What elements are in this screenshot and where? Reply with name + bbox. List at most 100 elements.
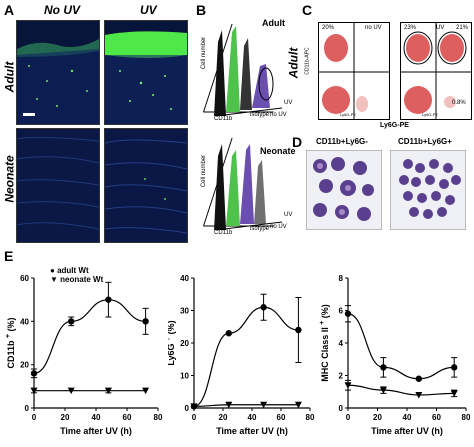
x-axis-label: Time after UV (h): [371, 426, 443, 436]
col-label-no-uv: No UV: [44, 3, 80, 17]
y-tick-label: 2: [339, 372, 344, 381]
series-line-0: [193, 306, 299, 407]
x-tick-label: 40: [403, 413, 412, 422]
micrograph-neonate-uv: [104, 128, 188, 243]
col-label-uv: UV: [140, 3, 157, 17]
data-point-circle: [142, 318, 149, 325]
y-axis-label: MHC Class II + (%): [319, 304, 330, 382]
histogram-adult-ylabel: Cell number: [201, 36, 208, 70]
stain-left-label: CD11b+Ly6G-: [316, 137, 368, 146]
x-tick-label: 60: [432, 413, 441, 422]
panel-c-label: C: [302, 2, 313, 18]
y-tick-label: 8: [339, 274, 344, 283]
y-tick-label: 20: [180, 339, 189, 348]
legend-adult-label: adult Wt: [57, 266, 89, 275]
flow-uv-ur: 21%: [456, 25, 469, 31]
y-tick-label: 0: [339, 404, 344, 413]
y-axis-label: CD11b + (%): [5, 317, 16, 368]
histogram-neonate-ylabel: Cell number: [201, 154, 208, 188]
histogram-adult-title: Adult: [262, 18, 285, 28]
y-tick-label: 40: [180, 274, 189, 283]
histogram-neonate-title: Neonate: [260, 146, 296, 156]
x-tick-label: 0: [32, 413, 37, 422]
stain-image-ly6g-neg: [306, 150, 382, 230]
data-point-triangle: [260, 401, 268, 409]
series-line-1: [347, 384, 455, 396]
circle-marker-icon: ●: [50, 266, 55, 275]
data-point-circle: [295, 326, 302, 334]
data-point-circle: [225, 330, 232, 337]
x-tick-label: 40: [92, 413, 101, 422]
histogram-neonate-no-uv: no UV: [270, 224, 287, 230]
chart-ly6g: 0 20 40 60 80 0 10 20 30 40 Time after UV (h) Ly6G …: [168, 274, 315, 436]
legend-item-neonate: ▼ neonate Wt: [50, 275, 103, 284]
data-point-circle: [30, 370, 38, 377]
stain-image-ly6g-pos: [390, 150, 466, 230]
y-tick-label: 0: [25, 404, 30, 413]
data-point-triangle: [142, 387, 150, 395]
panel-d-label: D: [292, 134, 303, 150]
x-tick-label: 20: [219, 413, 228, 422]
histogram-neonate-isotype: isotype: [250, 226, 270, 232]
flow-no-uv-ul: 20%: [322, 25, 335, 31]
x-tick-label: 0: [192, 413, 197, 422]
legend: ● adult Wt ▼ neonate Wt: [50, 266, 103, 284]
y-tick-label: 30: [180, 307, 189, 316]
data-point-triangle: [379, 387, 387, 394]
x-tick-label: 80: [462, 413, 471, 422]
data-point-triangle: [294, 401, 302, 409]
data-point-circle: [451, 364, 458, 371]
histogram-neonate-uv: UV: [284, 212, 293, 218]
triangle-marker-icon: ▼: [50, 275, 58, 284]
flow-uv-inner-xlabel: Ly6G-PE: [422, 112, 439, 117]
data-point-triangle: [415, 392, 423, 399]
data-point-circle: [344, 310, 352, 317]
micrograph-neonate-no-uv: [16, 128, 100, 243]
flow-no-uv-title: no UV: [365, 25, 382, 31]
flow-uv-title: UV: [436, 25, 445, 31]
y-tick-label: 6: [339, 307, 344, 316]
flow-plot-uv: [400, 22, 472, 120]
histogram-adult-xlabel: CD11b: [214, 116, 233, 122]
flow-ylabel: CD11b-APC: [304, 47, 311, 75]
data-point-circle: [260, 304, 267, 311]
row-label-adult: Adult: [2, 61, 17, 93]
data-point-triangle: [30, 387, 38, 395]
series-line-1: [193, 404, 299, 407]
y-tick-label: 0: [185, 404, 190, 413]
histogram-adult-no-uv: no UV: [270, 112, 287, 118]
flow-xlabel: Ly6G-PE: [380, 122, 409, 129]
x-tick-label: 80: [306, 413, 315, 422]
data-point-triangle: [104, 387, 112, 395]
data-point-triangle: [344, 382, 352, 389]
x-tick-label: 20: [373, 413, 382, 422]
legend-neonate-label: neonate Wt: [60, 275, 104, 284]
chart-mhc-class-ii: 0 20 40 60 80 0 2 4 6 8 Time after UV (h) MHC Class…: [319, 274, 471, 436]
flow-uv-lr: 0.8%: [452, 100, 466, 106]
stain-right-label: CD11b+Ly6G+: [398, 137, 452, 146]
data-point-triangle: [225, 401, 233, 409]
x-axis-label: Time after UV (h): [60, 426, 132, 436]
y-axis-label: Ly6G + (%): [168, 320, 176, 365]
flow-row-label-adult: Adult: [286, 47, 301, 79]
data-point-triangle: [190, 403, 198, 410]
legend-item-adult: ● adult Wt: [50, 266, 103, 275]
data-point-triangle: [450, 390, 458, 397]
data-point-circle: [68, 318, 75, 325]
flow-uv-ul: 23%: [404, 25, 417, 31]
y-tick-label: 60: [20, 274, 29, 283]
panel-e-label: E: [4, 248, 14, 264]
flow-no-uv-inner-xlabel: Ly6G-PE: [340, 112, 357, 117]
panel-a-label: A: [4, 2, 15, 18]
chart-cd11b: 0 20 40 60 80 0 20 40 60 Time after UV (h) CD11b +…: [5, 274, 163, 436]
series-line-0: [33, 299, 146, 374]
x-tick-label: 0: [346, 413, 351, 422]
x-tick-label: 80: [154, 413, 163, 422]
y-tick-label: 20: [20, 361, 29, 370]
y-tick-label: 4: [339, 339, 344, 348]
y-tick-label: 10: [180, 372, 189, 381]
x-tick-label: 40: [248, 413, 257, 422]
histogram-adult-uv: UV: [284, 100, 293, 106]
row-label-neonate: Neonate: [2, 155, 17, 203]
panel-b-label: B: [196, 2, 207, 18]
